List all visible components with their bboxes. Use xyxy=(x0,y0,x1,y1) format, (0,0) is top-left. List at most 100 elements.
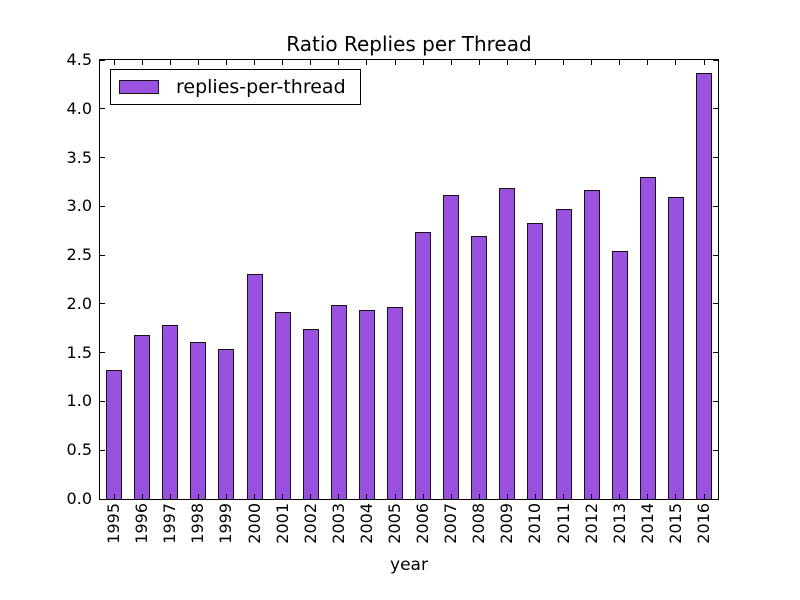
bar xyxy=(246,273,263,499)
x-tick xyxy=(113,494,115,499)
bar xyxy=(527,222,544,499)
x-tick-label: 2009 xyxy=(497,503,517,544)
x-tick xyxy=(169,494,171,499)
x-tick xyxy=(506,494,508,499)
x-tick xyxy=(647,494,649,499)
x-tick xyxy=(563,494,564,499)
x-tick-label: 1996 xyxy=(132,503,152,544)
y-tick-right xyxy=(713,205,718,207)
y-tick-right xyxy=(713,59,718,61)
y-tick xyxy=(100,205,105,207)
x-tick-label: 2016 xyxy=(694,503,713,544)
x-tick xyxy=(703,494,705,499)
y-tick xyxy=(100,303,105,305)
x-tick xyxy=(675,494,677,499)
y-tick-label: 2.0 xyxy=(66,293,92,313)
y-tick-right xyxy=(713,303,718,305)
y-tick-right xyxy=(713,449,718,451)
x-tick-top xyxy=(394,60,396,65)
y-tick-label: 4.0 xyxy=(66,98,92,118)
bar xyxy=(667,196,684,499)
x-tick-label: 2005 xyxy=(385,503,404,544)
y-tick xyxy=(100,352,105,354)
bar xyxy=(358,309,375,499)
bar xyxy=(555,209,572,499)
x-tick-top xyxy=(422,60,424,65)
chart-title: Ratio Replies per Thread xyxy=(286,32,532,56)
x-tick-label: 2004 xyxy=(356,503,376,544)
y-tick-right xyxy=(713,254,718,256)
y-tick-right xyxy=(713,498,718,500)
y-tick-right xyxy=(713,352,718,354)
x-tick xyxy=(338,494,340,499)
bar xyxy=(639,177,656,499)
bar xyxy=(134,335,151,499)
x-tick-label: 1998 xyxy=(188,503,208,544)
x-axis-label: year xyxy=(390,555,428,575)
x-tick-top xyxy=(197,60,199,65)
bar xyxy=(190,341,207,499)
legend: replies-per-thread xyxy=(110,69,361,105)
bar xyxy=(499,187,516,499)
x-tick-top xyxy=(647,60,649,65)
x-tick-top xyxy=(619,60,621,65)
x-tick-top xyxy=(591,60,593,65)
x-tick-top xyxy=(225,60,227,65)
x-tick xyxy=(591,494,593,499)
x-tick-label: 2000 xyxy=(244,503,264,544)
x-tick-label: 2007 xyxy=(441,503,461,544)
legend-label: replies-per-thread xyxy=(176,75,346,98)
x-tick-label: 2008 xyxy=(469,503,489,544)
x-tick-top xyxy=(113,60,115,65)
x-tick xyxy=(282,494,284,499)
x-tick-top xyxy=(478,60,480,65)
x-tick-top xyxy=(282,60,284,65)
y-tick xyxy=(100,108,105,110)
bar xyxy=(471,235,488,499)
plot-area: replies-per-thread 1995 1996 1997 1998 1999 2… xyxy=(67,50,719,544)
y-tick xyxy=(100,59,105,61)
x-tick-label: 2012 xyxy=(581,503,601,544)
x-tick-label: 2014 xyxy=(637,503,657,544)
x-tick xyxy=(534,494,536,499)
x-tick-label: 1995 xyxy=(104,503,123,544)
y-tick-label: 0.5 xyxy=(66,440,92,460)
legend-swatch-icon xyxy=(119,80,159,94)
y-tick-right xyxy=(713,108,718,110)
x-tick xyxy=(619,494,621,499)
bar xyxy=(330,304,347,499)
y-tick-label: 2.5 xyxy=(66,245,92,265)
x-tick-top xyxy=(254,60,255,65)
bar xyxy=(415,231,431,499)
x-tick-label: 2013 xyxy=(609,503,629,544)
bar xyxy=(106,370,122,499)
x-tick xyxy=(141,494,143,499)
x-tick-top xyxy=(169,60,171,65)
y-tick-right xyxy=(713,157,718,159)
x-tick xyxy=(225,494,227,499)
x-tick-label: 2001 xyxy=(272,503,292,544)
y-tick-label: 3.0 xyxy=(66,196,92,216)
x-tick-top xyxy=(450,60,452,65)
y-tick xyxy=(100,157,105,159)
x-tick xyxy=(366,494,368,499)
bar xyxy=(583,189,600,499)
y-tick-label: 4.5 xyxy=(66,50,92,69)
x-tick-label: 2006 xyxy=(413,503,432,544)
x-tick-top xyxy=(141,60,143,65)
bar xyxy=(611,251,628,499)
bar xyxy=(274,311,291,499)
x-tick xyxy=(394,494,396,499)
y-tick-label: 0.0 xyxy=(66,489,92,508)
x-tick-label: 2003 xyxy=(328,503,348,544)
x-tick-top xyxy=(534,60,536,65)
bar xyxy=(302,329,319,499)
x-tick xyxy=(478,494,480,499)
x-tick xyxy=(310,494,312,499)
x-tick-top xyxy=(366,60,368,65)
x-tick-top xyxy=(338,60,340,65)
x-tick xyxy=(422,494,424,499)
y-tick xyxy=(100,400,105,402)
y-tick-label: 1.5 xyxy=(66,342,92,362)
